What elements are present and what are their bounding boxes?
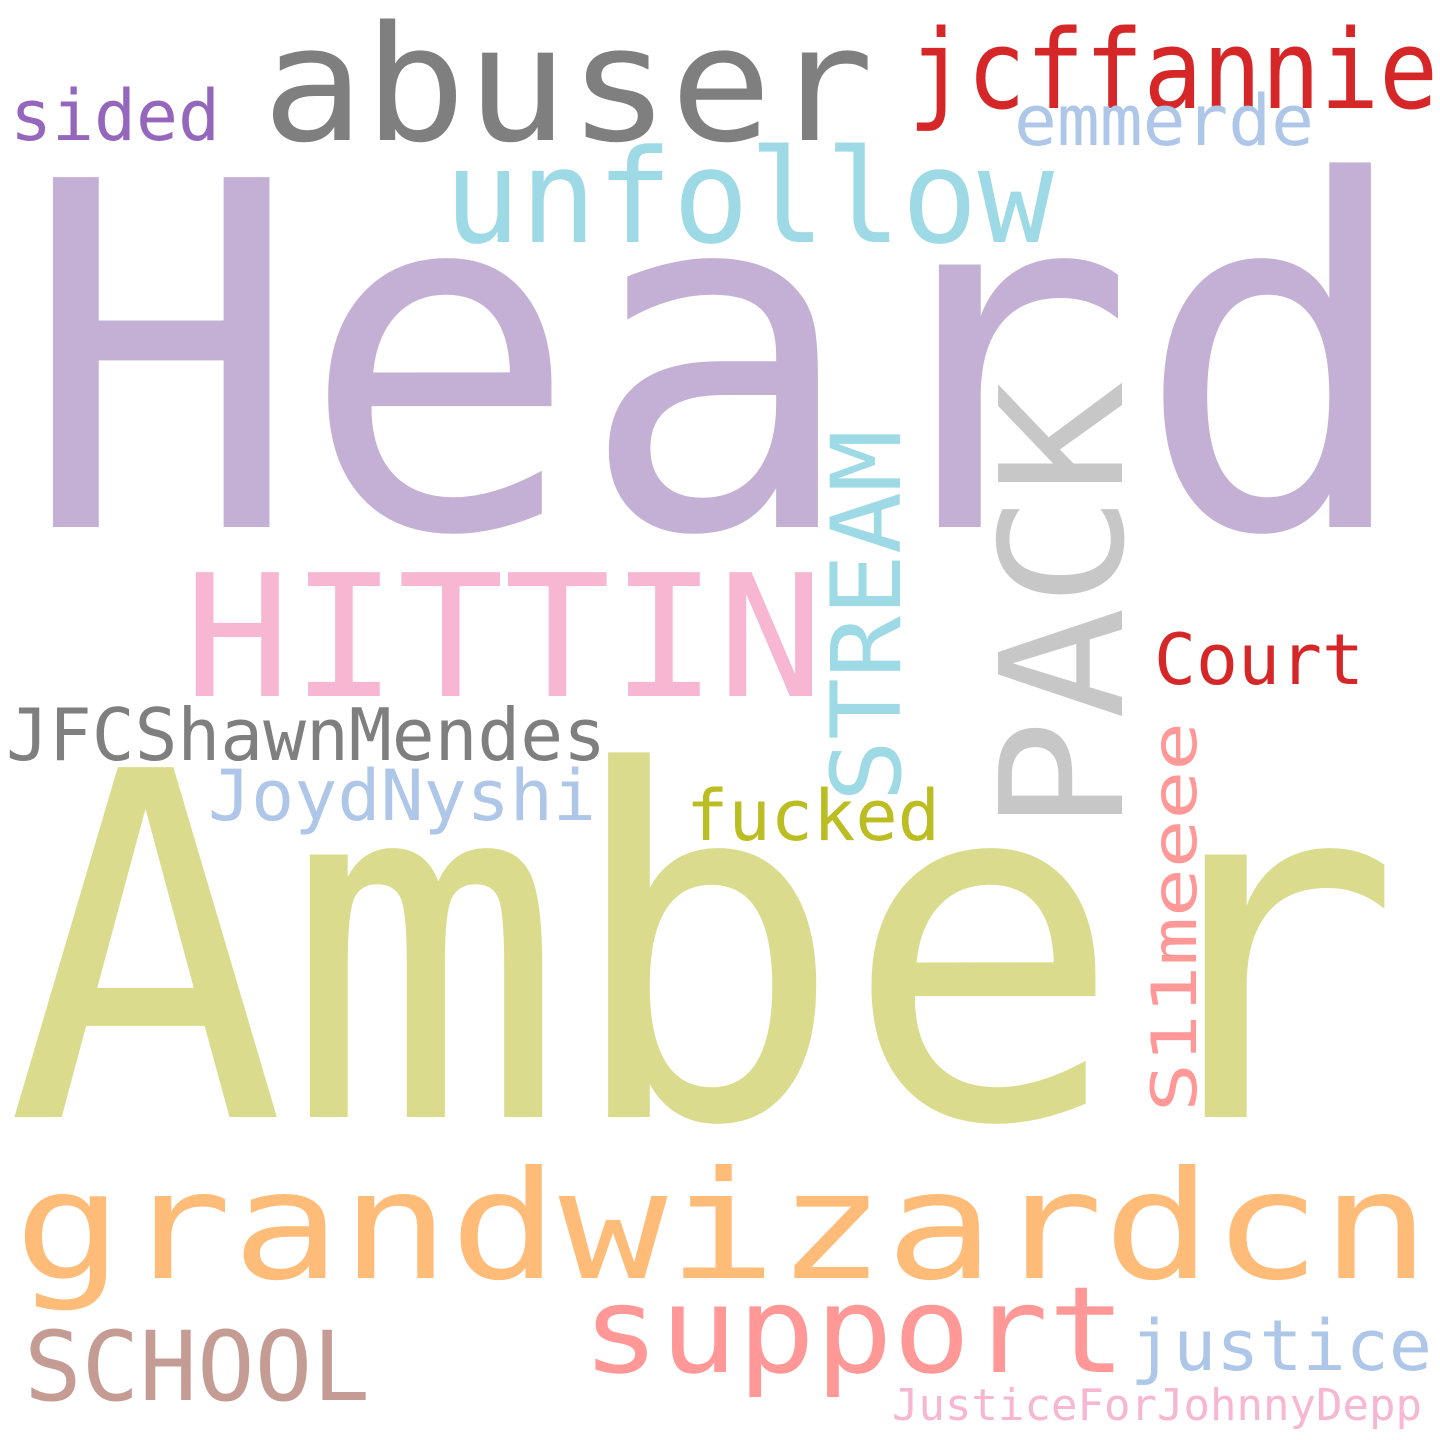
word-sided: sided [10, 75, 220, 157]
word-amber: Amber [6, 672, 1402, 1231]
word-support: support [582, 1262, 1126, 1401]
word-court: Court [1154, 619, 1364, 701]
word-grandwizardcn: grandwizardcn [14, 1140, 1430, 1314]
word-justicefordepp: JusticeForJohnnyDepp [892, 1380, 1422, 1431]
word-jfcshawnmendes: JFCShawnMendes [6, 693, 606, 777]
word-abuser: abuser [262, 0, 874, 178]
word-stream: STREAM [811, 430, 923, 802]
word-school: SCHOOL [24, 1311, 370, 1423]
word-jcffannie: jcffannie [908, 6, 1438, 134]
word-heard: Heard [22, 82, 1414, 641]
word-s11meeee: S11meeee [1138, 722, 1211, 1112]
word-pack: PACK [965, 382, 1163, 832]
word-hittin: HITTIN [184, 539, 824, 737]
word-joydnyshi: JoydNyshi [208, 755, 596, 837]
word-justice: justice [1130, 1305, 1432, 1387]
word-emmerde: emmerde [1014, 80, 1314, 162]
word-unfollow: unfollow [444, 121, 1055, 273]
word-fucked: fucked [686, 775, 940, 857]
